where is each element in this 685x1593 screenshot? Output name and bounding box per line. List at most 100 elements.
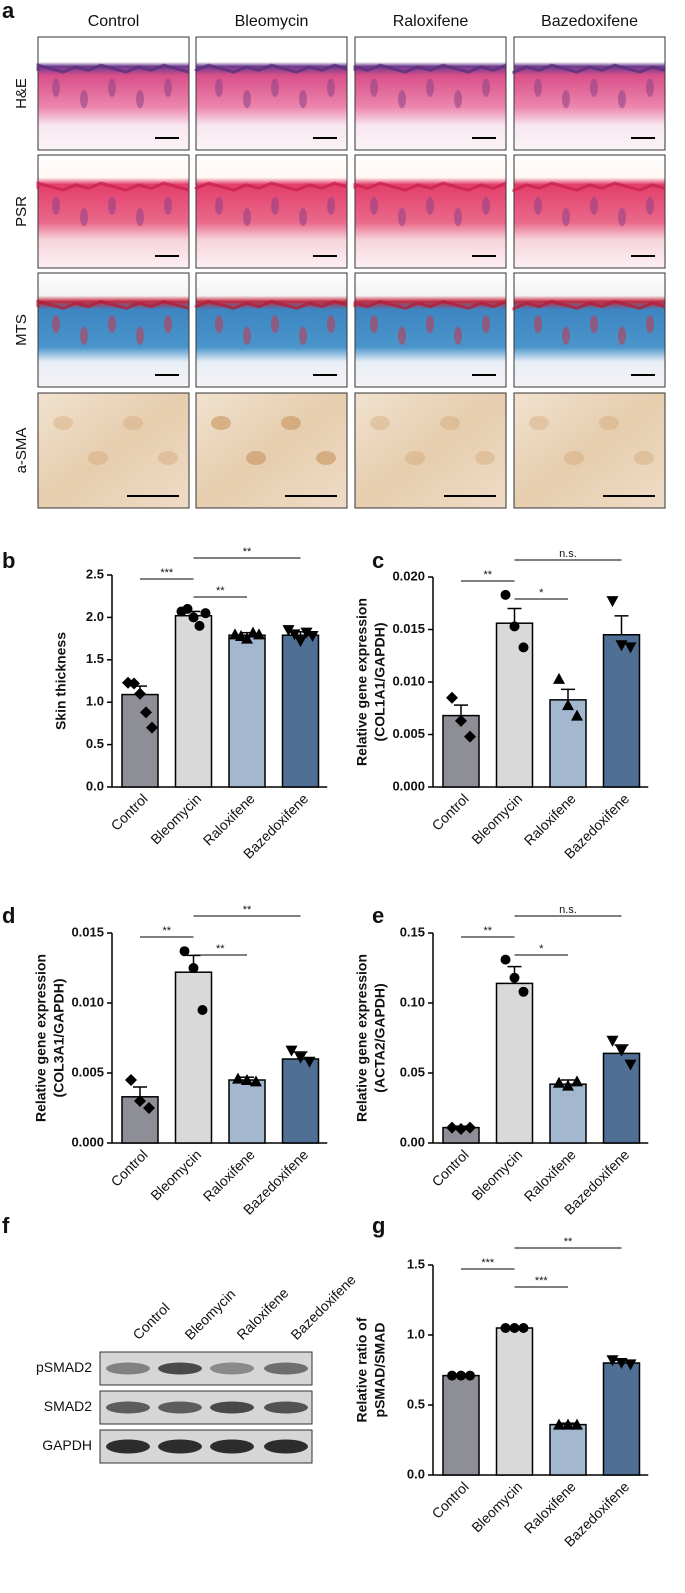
stained-cell bbox=[634, 451, 654, 465]
micrograph bbox=[37, 392, 190, 509]
tissue-edge bbox=[194, 299, 348, 310]
follicle bbox=[646, 78, 654, 97]
data-point bbox=[606, 1035, 619, 1047]
significance-label: ** bbox=[216, 585, 225, 597]
follicle bbox=[108, 315, 116, 334]
y-tick-label: 0.000 bbox=[71, 1134, 104, 1149]
y-tick-label: 0.010 bbox=[71, 994, 104, 1009]
y-axis-label: Relative gene expression bbox=[354, 598, 370, 766]
data-point bbox=[143, 1102, 155, 1114]
y-tick-label: 0.0 bbox=[86, 778, 104, 793]
follicle bbox=[52, 196, 60, 215]
data-point bbox=[615, 1045, 628, 1057]
follicle bbox=[299, 326, 307, 345]
blot-band bbox=[106, 1439, 150, 1454]
data-point bbox=[615, 1358, 628, 1369]
panel-letter: a bbox=[2, 0, 15, 23]
tissue-edge bbox=[36, 181, 190, 192]
bar bbox=[549, 699, 587, 788]
x-tick-label: Bleomycin bbox=[468, 1478, 525, 1535]
significance-label: ** bbox=[162, 925, 171, 937]
data-point bbox=[465, 1370, 475, 1381]
tissue-edge bbox=[36, 299, 190, 310]
y-axis-label: Relative gene expression bbox=[33, 954, 49, 1122]
x-tick-label: Control bbox=[108, 1146, 151, 1189]
significance-label: ** bbox=[243, 904, 252, 916]
bar-chart: 0.00 0.05 0.10 0.15 Relative gene expression… bbox=[354, 904, 649, 1218]
significance-label: * bbox=[539, 943, 544, 955]
data-point bbox=[571, 1075, 583, 1087]
panel-letter: b bbox=[2, 548, 15, 573]
blot-band bbox=[210, 1362, 254, 1375]
y-tick-label: 0.005 bbox=[71, 1064, 104, 1079]
data-point bbox=[464, 730, 476, 743]
follicle bbox=[398, 326, 406, 345]
data-point bbox=[455, 714, 467, 727]
bar bbox=[174, 614, 213, 788]
follicle bbox=[271, 315, 279, 334]
blot-band bbox=[210, 1401, 254, 1414]
lane-label: Control bbox=[129, 1300, 172, 1343]
stained-cell bbox=[123, 416, 143, 430]
follicle bbox=[426, 78, 434, 97]
stained-cell bbox=[281, 416, 301, 430]
bar-chart: 0.000 0.005 0.010 0.015 0.020 Relative gene e… bbox=[354, 548, 649, 862]
follicle bbox=[108, 196, 116, 215]
data-point bbox=[606, 596, 619, 608]
stained-cell bbox=[158, 451, 178, 465]
panel-letter: d bbox=[2, 903, 15, 928]
y-axis-label: Relative ratio of bbox=[354, 1317, 370, 1422]
data-point bbox=[624, 642, 637, 654]
row-header: MTS bbox=[13, 314, 30, 346]
significance-label: n.s. bbox=[559, 904, 577, 916]
significance-label: ** bbox=[564, 1236, 573, 1248]
data-point bbox=[562, 1418, 574, 1430]
follicle bbox=[454, 90, 462, 109]
follicle bbox=[590, 196, 598, 215]
data-point bbox=[509, 1323, 520, 1333]
follicle bbox=[618, 208, 626, 227]
bar bbox=[174, 971, 213, 1144]
y-axis-label: pSMAD/SMAD bbox=[372, 1323, 388, 1418]
x-tick-label: Bleomycin bbox=[147, 790, 204, 847]
data-point bbox=[285, 1045, 298, 1057]
tissue-edge bbox=[353, 299, 507, 310]
band-label: GAPDH bbox=[42, 1437, 92, 1453]
data-point bbox=[253, 628, 265, 640]
blot-band bbox=[158, 1401, 202, 1414]
stained-cell bbox=[211, 416, 231, 430]
data-point bbox=[518, 1323, 529, 1333]
bar bbox=[602, 634, 641, 788]
y-axis-label: Skin thickness bbox=[53, 632, 69, 730]
data-point bbox=[446, 691, 458, 704]
bar bbox=[281, 1058, 320, 1144]
data-point bbox=[509, 972, 520, 983]
panel-letter: f bbox=[2, 1213, 10, 1238]
x-tick-label: Raloxifene bbox=[200, 1146, 258, 1204]
data-point bbox=[500, 589, 511, 600]
significance-label: ** bbox=[483, 569, 492, 581]
data-point bbox=[179, 946, 190, 957]
data-point bbox=[624, 1359, 637, 1371]
follicle bbox=[370, 78, 378, 97]
follicle bbox=[271, 78, 279, 97]
follicle bbox=[426, 315, 434, 334]
data-point bbox=[182, 603, 193, 614]
significance-label: ** bbox=[483, 925, 492, 937]
tissue-edge bbox=[353, 181, 507, 192]
significance-label: n.s. bbox=[559, 548, 577, 560]
stained-cell bbox=[599, 416, 619, 430]
blot-band bbox=[264, 1362, 308, 1375]
y-axis-label: (COL3A1/GAPDH) bbox=[51, 978, 67, 1097]
x-tick-label: Raloxifene bbox=[521, 790, 579, 848]
data-point bbox=[125, 1074, 137, 1086]
stained-cell bbox=[405, 451, 425, 465]
row-header: PSR bbox=[13, 196, 30, 227]
y-tick-label: 1.0 bbox=[407, 1326, 425, 1341]
follicle bbox=[590, 78, 598, 97]
follicle bbox=[454, 208, 462, 227]
panel-letter: e bbox=[372, 903, 384, 928]
follicle bbox=[562, 208, 570, 227]
x-tick-label: Bleomycin bbox=[468, 1146, 525, 1203]
